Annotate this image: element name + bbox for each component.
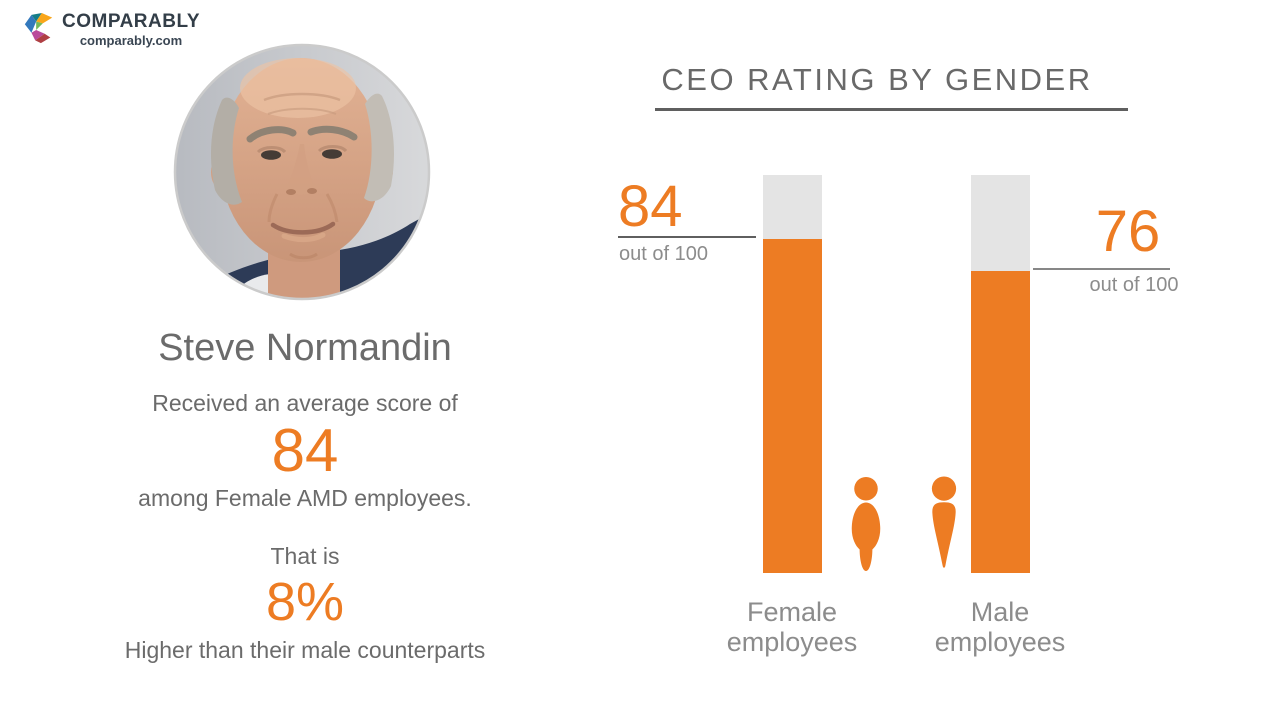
bar-female-employees	[763, 175, 822, 573]
chart-title-underline	[655, 108, 1128, 111]
male-person-icon	[931, 476, 957, 568]
male-score-caption: out of 100	[1089, 274, 1179, 296]
ceo-portrait-illustration	[173, 43, 431, 301]
comparably-logo-icon	[24, 12, 53, 44]
brand-header: COMPARABLY comparably.com	[22, 11, 200, 48]
bar-fill-female	[763, 238, 822, 573]
brand-url: comparably.com	[79, 33, 183, 48]
female-score-rule	[618, 236, 756, 238]
brand-name: COMPARABLY	[62, 11, 201, 32]
bar-fill-male	[971, 270, 1030, 573]
label-female-employees: Female employees	[726, 597, 858, 657]
that-is-text: That is	[270, 543, 340, 569]
male-score-rule	[1033, 268, 1170, 270]
chart-title: CEO RATING BY GENDER	[661, 62, 1093, 97]
percent-difference-value: 8%	[265, 572, 345, 632]
ceo-name: Steve Normandin	[158, 327, 452, 369]
ceo-photo	[172, 42, 432, 302]
average-score-value: 84	[271, 417, 339, 484]
female-score-caption: out of 100	[619, 243, 708, 265]
female-score-value: 84	[618, 174, 683, 239]
score-context-text: among Female AMD employees.	[138, 485, 472, 511]
bar-male-employees	[971, 175, 1030, 573]
male-score-value: 76	[1095, 199, 1161, 264]
female-person-icon	[851, 476, 881, 572]
comparison-text: Higher than their male counterparts	[124, 637, 486, 663]
score-intro-text: Received an average score of	[152, 390, 458, 416]
label-male-employees: Male employees	[934, 597, 1066, 657]
